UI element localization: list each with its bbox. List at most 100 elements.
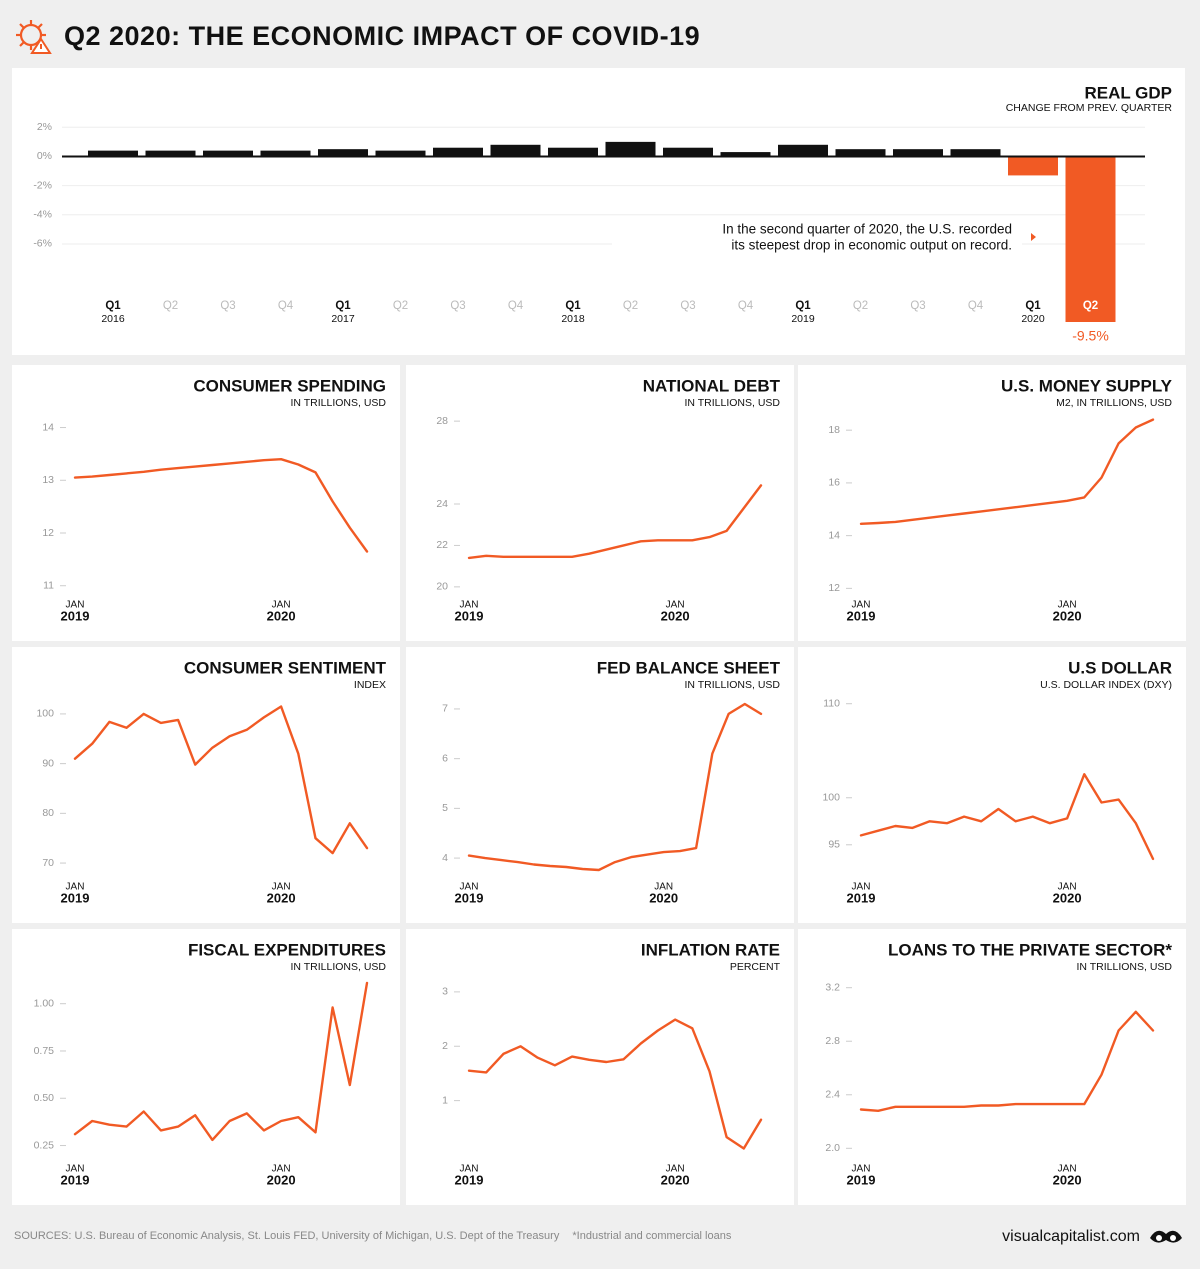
x-tick-year: 2019 — [847, 608, 876, 623]
chart-title: FED BALANCE SHEET — [597, 658, 781, 677]
chart: LOANS TO THE PRIVATE SECTOR* IN TRILLIONS… — [825, 940, 1172, 1187]
x-tick-label: JAN — [272, 1164, 291, 1175]
value-label: -9.5% — [1072, 328, 1109, 344]
x-tick-label: Q2 — [1083, 300, 1098, 312]
chart-title: CONSUMER SENTIMENT — [184, 658, 387, 677]
chart-panel: CONSUMER SPENDING IN TRILLIONS, USD 11 12 13… — [12, 365, 400, 641]
bar — [778, 144, 828, 157]
x-tick-label: Q4 — [738, 300, 754, 312]
chart-panel: FED BALANCE SHEET IN TRILLIONS, USD 4 5 6 7 JA… — [406, 647, 794, 923]
chart-panel: REAL GDP CHANGE FROM PREV. QUARTER 2% 0% -2%… — [12, 68, 1185, 355]
x-tick-label: JAN — [852, 1164, 871, 1175]
y-tick-label: 14 — [42, 421, 54, 433]
x-tick-label: JAN — [654, 882, 673, 893]
chart-title: CONSUMER SPENDING — [193, 376, 386, 395]
chart-subtitle: U.S. DOLLAR INDEX (DXY) — [1040, 679, 1172, 691]
y-tick-label: -2% — [33, 179, 52, 191]
chart-title: NATIONAL DEBT — [643, 376, 781, 395]
chart: NATIONAL DEBT IN TRILLIONS, USD 20 22 24 28 JA… — [436, 376, 781, 623]
chart-title: FISCAL EXPENDITURES — [188, 940, 386, 959]
x-tick-label: JAN — [272, 600, 291, 611]
bar — [145, 150, 196, 157]
y-tick-label: 0.25 — [34, 1139, 55, 1151]
data-line — [467, 702, 763, 872]
x-tick-label: JAN — [852, 600, 871, 611]
y-tick-label: 2.0 — [825, 1142, 840, 1154]
x-tick-label: JAN — [1058, 1164, 1077, 1175]
x-tick-year: 2019 — [455, 890, 484, 905]
data-line — [73, 458, 369, 553]
x-tick-year: 2019 — [61, 890, 90, 905]
y-tick-label: 7 — [442, 703, 448, 715]
chart-subtitle: IN TRILLIONS, USD — [291, 961, 387, 973]
chart-subtitle: INDEX — [354, 679, 386, 691]
y-tick-label: 1.00 — [34, 997, 55, 1009]
x-tick-label: JAN — [852, 882, 871, 893]
x-tick-label: Q1 — [105, 300, 121, 312]
bar — [950, 149, 1001, 157]
x-tick-label: JAN — [666, 600, 685, 611]
brand-logo — [1150, 1230, 1182, 1243]
x-tick-year: 2020 — [661, 608, 690, 623]
bar — [318, 149, 368, 157]
y-tick-label: 18 — [828, 424, 840, 436]
y-tick-label: 70 — [42, 857, 54, 869]
y-tick-label: 2.8 — [825, 1035, 840, 1047]
bar — [260, 150, 311, 157]
chart-title: LOANS TO THE PRIVATE SECTOR* — [888, 940, 1172, 959]
x-tick-label: Q1 — [1025, 300, 1041, 312]
y-tick-label: 20 — [436, 581, 448, 593]
x-tick-year: 2020 — [267, 1172, 296, 1187]
x-year-label: 2018 — [561, 313, 585, 325]
y-tick-label: 12 — [42, 527, 54, 539]
x-tick-label: Q3 — [450, 300, 465, 312]
x-tick-year: 2019 — [847, 890, 876, 905]
y-tick-label: 5 — [442, 802, 448, 814]
x-tick-year: 2019 — [61, 608, 90, 623]
data-line — [467, 1018, 763, 1150]
header: Q2 2020: THE ECONOMIC IMPACT OF COVID-19 — [14, 14, 700, 58]
y-tick-label: 12 — [828, 582, 840, 594]
chart-panel: U.S. MONEY SUPPLY M2, IN TRILLIONS, USD 12… — [798, 365, 1186, 641]
sources: SOURCES: U.S. Bureau of Economic Analysi… — [14, 1230, 560, 1242]
data-line — [73, 981, 369, 1142]
chart-panel: CONSUMER SENTIMENT INDEX 70 80 90 100 JAN 2019 J… — [12, 647, 400, 923]
x-tick-label: Q4 — [968, 300, 984, 312]
chart-subtitle: CHANGE FROM PREV. QUARTER — [1006, 102, 1173, 114]
chart: U.S DOLLAR U.S. DOLLAR INDEX (DXY) 95 100 11… — [822, 658, 1172, 905]
x-tick-year: 2019 — [455, 608, 484, 623]
y-tick-label: 14 — [828, 529, 840, 541]
x-tick-year: 2020 — [661, 1172, 690, 1187]
chart-title: U.S. MONEY SUPPLY — [1001, 376, 1173, 395]
data-line — [73, 705, 369, 855]
y-tick-label: 13 — [42, 474, 54, 486]
x-tick-label: JAN — [460, 600, 479, 611]
chart: U.S. MONEY SUPPLY M2, IN TRILLIONS, USD 12… — [828, 376, 1173, 623]
data-line — [859, 1010, 1155, 1112]
x-tick-label: Q3 — [680, 300, 695, 312]
bar — [490, 144, 541, 157]
data-line — [859, 773, 1155, 861]
chart-subtitle: IN TRILLIONS, USD — [685, 679, 781, 691]
bar — [835, 149, 886, 157]
x-tick-label: Q1 — [565, 300, 581, 312]
data-line — [467, 484, 763, 560]
x-tick-label: Q3 — [910, 300, 925, 312]
label-backdrop — [1065, 295, 1116, 322]
chart: CONSUMER SPENDING IN TRILLIONS, USD 11 12 13… — [42, 376, 387, 623]
annotation: In the second quarter of 2020, the U.S. … — [722, 222, 1012, 237]
y-tick-label: 3 — [442, 986, 448, 998]
y-tick-label: 2.4 — [825, 1089, 840, 1101]
chart-subtitle: IN TRILLIONS, USD — [291, 397, 387, 409]
virus-icon — [16, 20, 52, 54]
y-tick-label: 110 — [823, 697, 840, 709]
x-year-label: 2019 — [791, 313, 815, 325]
x-tick-label: Q1 — [335, 300, 351, 312]
footer: SOURCES: U.S. Bureau of Economic Analysi… — [14, 1230, 731, 1242]
x-tick-year: 2020 — [1053, 1172, 1082, 1187]
x-tick-label: JAN — [66, 600, 85, 611]
x-tick-label: Q2 — [163, 300, 178, 312]
chart-title: U.S DOLLAR — [1068, 658, 1172, 677]
